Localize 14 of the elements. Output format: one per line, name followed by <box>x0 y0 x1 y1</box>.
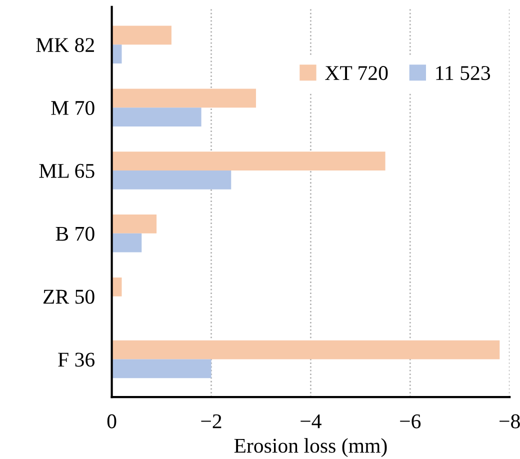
x-tick-label: −8 <box>500 414 520 428</box>
y-tick-label: MK 82 <box>36 38 94 52</box>
y-tick-label: B 70 <box>56 226 94 241</box>
x-axis-title: Erosion loss (mm) <box>234 438 387 458</box>
y-tick-label: ZR 50 <box>43 290 94 304</box>
x-tick-label: −4 <box>300 414 322 428</box>
legend-label: XT 720 <box>325 66 388 80</box>
x-tick-label: −6 <box>400 414 421 428</box>
y-tick-label: M 70 <box>51 100 94 115</box>
y-tick-label: ML 65 <box>39 164 94 178</box>
x-tick-label: −2 <box>201 414 222 428</box>
legend-label: 11 523 <box>436 66 490 80</box>
y-tick-label: F 36 <box>58 352 95 367</box>
x-tick-label: 0 <box>107 414 116 428</box>
